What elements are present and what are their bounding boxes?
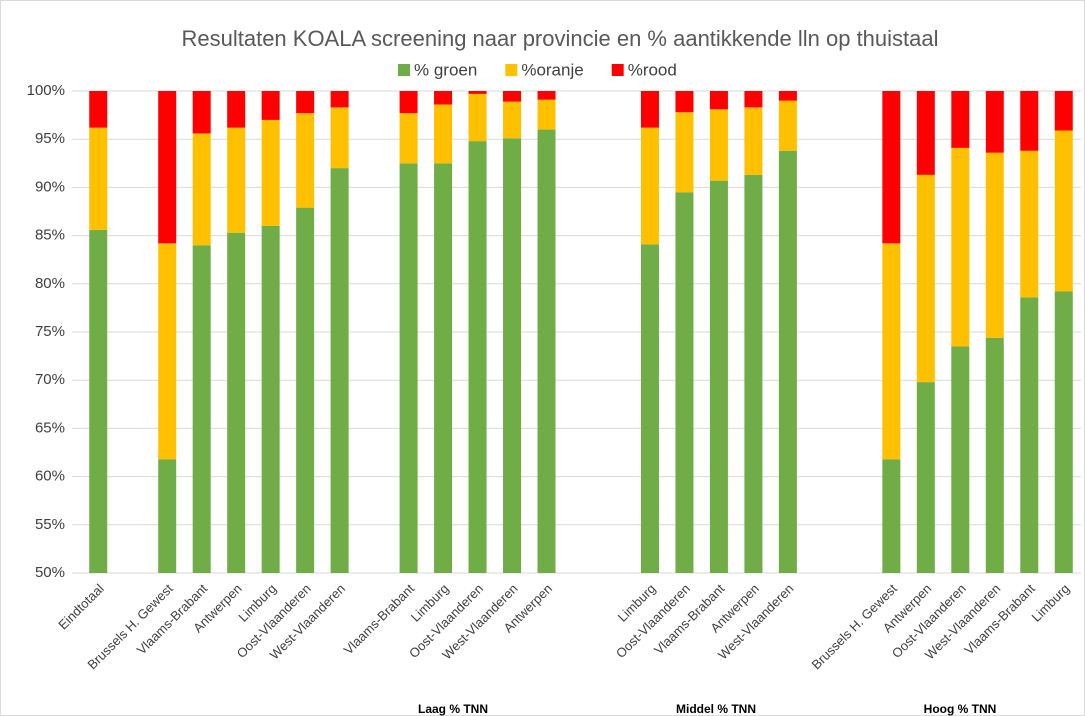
legend-swatch [611, 64, 624, 76]
bar-segment [399, 163, 418, 574]
y-tick-label: 50% [35, 564, 65, 581]
bar-segment [1020, 297, 1039, 573]
bar-segment [640, 127, 659, 245]
bar-segment [399, 91, 418, 114]
y-tick-label: 85% [35, 227, 65, 244]
bar-segment [778, 150, 797, 573]
y-tick-label: 95% [35, 130, 65, 147]
bar-segment [503, 91, 522, 102]
bar-segment [640, 91, 659, 128]
bar-segment [709, 91, 728, 110]
bar-segment [158, 243, 177, 460]
bar-segment [89, 229, 108, 574]
bar-segment [89, 127, 108, 230]
bar-segment [227, 127, 246, 233]
bar-segment [434, 104, 453, 164]
legend-swatch [505, 64, 518, 76]
bar-segment [192, 133, 211, 246]
bar-segment [261, 91, 280, 120]
bar-segment [778, 91, 797, 101]
bar-segment [158, 91, 177, 244]
bar-segment [675, 192, 694, 573]
bar-segment [744, 91, 763, 108]
bar-segment [261, 119, 280, 226]
bar-segment [1020, 91, 1039, 151]
y-tick-label: 55% [35, 516, 65, 533]
bar-segment [537, 129, 556, 573]
legend-label: % groen [414, 60, 477, 79]
chart-title: Resultaten KOALA screening naar provinci… [181, 26, 938, 51]
y-tick-label: 75% [35, 323, 65, 340]
bar-segment [985, 152, 1004, 338]
bar-segment [227, 91, 246, 128]
bar-segment [537, 99, 556, 130]
bar-segment [951, 91, 970, 148]
bar-segment [296, 91, 315, 114]
bar-segment [778, 100, 797, 151]
bar-segment [330, 168, 349, 573]
bar-segment [985, 91, 1004, 153]
y-tick-label: 90% [35, 178, 65, 195]
bar-segment [1020, 150, 1039, 298]
legend-label: %rood [628, 60, 677, 79]
y-tick-label: 80% [35, 275, 65, 292]
bar-segment [468, 91, 487, 94]
bar-segment [1054, 130, 1073, 292]
bar-segment [1054, 291, 1073, 573]
group-label: Laag % TNN [418, 702, 488, 716]
y-tick-label: 70% [35, 371, 65, 388]
bar-segment [330, 91, 349, 108]
y-tick-label: 100% [27, 82, 65, 99]
bar-segment [89, 91, 108, 128]
bar-segment [158, 459, 177, 573]
group-label: Middel % TNN [676, 702, 756, 716]
bar-segment [709, 109, 728, 181]
bar-segment [882, 91, 901, 244]
y-tick-label: 60% [35, 468, 65, 485]
group-label: Hoog % TNN [924, 702, 997, 716]
bar-segment [192, 245, 211, 574]
bar-segment [192, 91, 211, 134]
bar-segment [951, 346, 970, 573]
legend-label: %oranje [521, 60, 583, 79]
bar-segment [675, 91, 694, 113]
bar-segment [640, 244, 659, 573]
bar-segment [330, 107, 349, 169]
bar-segment [468, 141, 487, 574]
bar-segment [882, 243, 901, 460]
bar-segment [261, 225, 280, 573]
legend-swatch [398, 64, 410, 76]
bar-segment [675, 112, 694, 193]
bar-segment [434, 91, 453, 105]
bar-segment [468, 93, 487, 142]
bar-segment [882, 459, 901, 573]
bar-segment [503, 138, 522, 573]
bar-segment [503, 101, 522, 139]
bar-segment [1054, 91, 1073, 131]
bar-segment [399, 113, 418, 164]
bar-segment [709, 180, 728, 574]
bar-segment [985, 337, 1004, 573]
bar-segment [227, 232, 246, 573]
bar-segment [916, 174, 935, 383]
bar-segment [916, 91, 935, 175]
bar-segment [296, 207, 315, 574]
y-tick-label: 65% [35, 419, 65, 436]
bar-segment [744, 107, 763, 175]
bar-segment [951, 147, 970, 347]
bar-segment [434, 163, 453, 574]
bar-segment [296, 113, 315, 208]
bar-segment [537, 91, 556, 100]
bar-segment [916, 382, 935, 573]
bar-segment [744, 174, 763, 574]
